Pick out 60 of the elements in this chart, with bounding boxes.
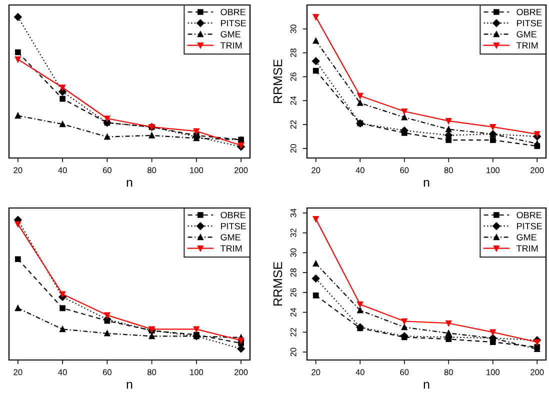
x-tick-label: 60 [400, 167, 409, 174]
y-tick-label: 22 [290, 328, 296, 336]
x-axis-title: n [424, 382, 430, 389]
x-axis-title: n [424, 180, 430, 187]
x-tick-label: 100 [486, 167, 500, 174]
y-tick-label: 28 [290, 268, 296, 277]
x-tick-label: 60 [102, 167, 112, 174]
x-tick-label: 100 [486, 369, 500, 376]
legend-label: TRIM [516, 245, 538, 252]
x-tick-label: 100 [190, 369, 204, 376]
legend-label: OBRE [220, 8, 246, 16]
x-tick-label: 40 [58, 167, 67, 174]
x-tick-label: 80 [444, 369, 453, 376]
x-tick-label: 20 [312, 167, 320, 174]
x-tick-label: 20 [312, 369, 320, 376]
y-tick-label: 26 [290, 72, 296, 81]
y-tick-label: 28 [290, 48, 296, 58]
x-tick-label: 20 [14, 167, 22, 174]
y-tick-label: 24 [290, 96, 296, 105]
x-axis-title: n [126, 180, 132, 187]
x-tick-label: 60 [102, 369, 112, 376]
y-axis-title: RRMSE [273, 262, 282, 306]
legend-label: OBRE [516, 212, 542, 218]
legend-label: GME [220, 31, 240, 38]
y-tick-label: 34 [290, 208, 296, 218]
x-tick-label: 200 [234, 369, 248, 376]
legend-label: TRIM [516, 42, 538, 49]
y-tick-label: 20 [290, 144, 296, 153]
y-tick-label: 24 [290, 308, 296, 317]
legend-label: TRIM [220, 42, 242, 49]
legend-label: PITSE [221, 20, 246, 26]
y-tick-label: 32 [290, 228, 296, 238]
legend-label: PITSE [221, 222, 246, 230]
x-tick-label: 40 [356, 167, 364, 174]
legend-label: OBRE [220, 212, 246, 218]
x-tick-label: 60 [400, 369, 409, 376]
x-tick-label: 200 [530, 167, 544, 174]
y-tick-label: 22 [290, 120, 296, 129]
legend-label: OBRE [516, 8, 542, 16]
x-tick-label: 100 [190, 167, 204, 174]
y-tick-label: 26 [290, 288, 296, 297]
legend-label: PITSE [517, 222, 542, 230]
x-axis-title: n [126, 382, 132, 389]
x-tick-label: 20 [14, 369, 22, 376]
x-tick-label: 200 [234, 167, 248, 174]
x-tick-label: 40 [356, 369, 364, 376]
legend-label: GME [516, 31, 536, 38]
y-axis-title: RRMSE [273, 59, 282, 104]
x-tick-label: 80 [148, 167, 156, 174]
legend-label: GME [516, 234, 536, 240]
y-tick-label: 30 [290, 24, 296, 34]
x-tick-label: 40 [58, 369, 67, 376]
y-tick-label: 20 [290, 348, 296, 356]
legend-label: TRIM [220, 245, 242, 252]
y-tick-label: 30 [290, 248, 296, 258]
x-tick-label: 200 [530, 369, 544, 376]
x-tick-label: 80 [148, 369, 156, 376]
x-tick-label: 80 [444, 167, 453, 174]
legend-label: PITSE [517, 20, 542, 26]
legend-label: GME [220, 234, 240, 240]
